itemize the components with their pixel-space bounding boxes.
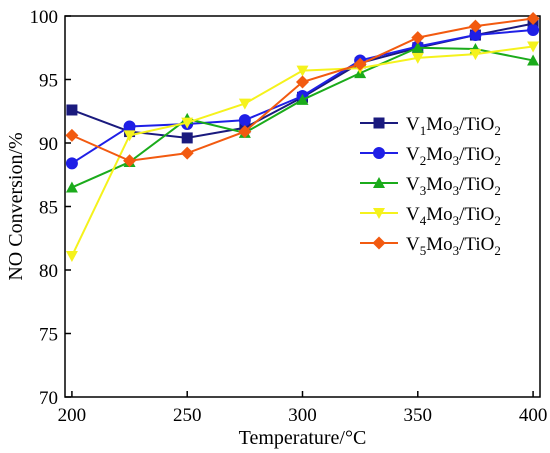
data-point [469,49,482,61]
legend-item: V1Mo3/TiO2 [360,114,501,138]
legend-label: V4Mo3/TiO2 [406,204,501,228]
legend-label-subscript: 2 [494,213,501,228]
legend-label-subscript: 2 [494,243,501,258]
legend-label-part: /TiO [459,234,494,255]
legend-label-part: V [406,174,420,195]
data-point [411,52,424,64]
legend-label-part: Mo [426,114,452,135]
legend-item: V3Mo3/TiO2 [360,174,501,198]
legend-label-subscript: 3 [453,153,460,168]
x-tick-label: 400 [519,405,548,426]
legend-label-part: Mo [426,234,452,255]
legend-label: V2Mo3/TiO2 [406,144,501,168]
data-point [238,98,251,110]
legend-label-subscript: 5 [420,243,427,258]
x-tick-label: 200 [58,405,87,426]
data-point [123,154,137,168]
data-point [123,120,136,133]
series-5 [65,12,540,168]
y-tick-label: 75 [39,325,58,346]
y-tick-label: 85 [39,198,58,219]
legend-label-subscript: 4 [420,213,427,228]
x-tick-label: 350 [404,405,433,426]
legend-label-part: /TiO [459,204,494,225]
series-layer [65,12,540,263]
legend-label-subscript: 3 [453,183,460,198]
data-point [411,41,424,53]
legend-label: V1Mo3/TiO2 [406,114,501,138]
data-point [526,12,540,26]
data-point [65,251,78,263]
data-point [238,125,252,139]
data-point [296,75,309,89]
legend-label-subscript: 3 [453,213,460,228]
x-axis-title: Temperature/°C [239,427,367,449]
data-point [296,93,309,105]
legend: V1Mo3/TiO2V2Mo3/TiO2V3Mo3/TiO2V4Mo3/TiO2… [360,114,501,258]
y-tick-label: 80 [39,261,58,282]
legend-item: V2Mo3/TiO2 [360,144,501,168]
legend-label: V3Mo3/TiO2 [406,174,501,198]
data-point [527,41,540,53]
data-point [296,65,309,77]
legend-item: V5Mo3/TiO2 [360,234,501,258]
legend-label-subscript: 1 [420,123,427,138]
legend-label-part: /TiO [459,144,494,165]
legend-marker [373,117,385,129]
data-point [181,132,193,144]
legend-label-part: V [406,114,420,135]
legend-label-part: Mo [426,144,452,165]
data-point [411,31,425,45]
legend-label-part: V [406,234,420,255]
y-axis-ticks: 70 75 80 85 90 95 100 [30,7,71,409]
legend-label-part: V [406,144,420,165]
data-point [123,130,136,142]
legend-item: V4Mo3/TiO2 [360,204,501,228]
data-point [65,157,78,170]
data-point [527,54,540,66]
legend-label-part: V [406,204,420,225]
x-tick-label: 300 [288,405,317,426]
data-point [527,23,540,36]
plot-area: 200 250 300 350 400 70 75 80 85 90 95 100 [30,7,548,426]
series-line [71,17,534,162]
data-point [353,57,367,71]
legend-marker [373,208,385,219]
legend-label: V5Mo3/TiO2 [406,234,501,258]
x-tick-label: 250 [173,405,202,426]
legend-label-subscript: 2 [494,153,501,168]
data-point [181,117,194,129]
x-axis-ticks: 200 250 300 350 400 [58,391,548,426]
legend-label-subscript: 2 [420,153,427,168]
legend-label-part: Mo [426,204,452,225]
y-axis-title: NO Conversion/% [5,132,27,280]
legend-label-part: /TiO [459,114,494,135]
data-point [66,104,78,116]
data-point [65,128,79,142]
y-tick-label: 90 [39,134,58,155]
legend-label-part: Mo [426,174,452,195]
data-point [238,114,251,127]
data-point [180,146,194,160]
legend-marker [373,177,385,188]
legend-label-subscript: 2 [494,123,501,138]
data-point [65,181,78,193]
legend-label-subscript: 3 [453,123,460,138]
data-point [468,19,482,33]
legend-marker [373,147,385,159]
y-tick-label: 70 [39,388,58,409]
legend-label-subscript: 2 [494,183,501,198]
legend-label-subscript: 3 [420,183,427,198]
y-tick-label: 95 [39,71,58,92]
legend-label-part: /TiO [459,174,494,195]
legend-marker [372,236,386,250]
y-tick-label: 100 [30,7,59,28]
legend-label-subscript: 3 [453,243,460,258]
